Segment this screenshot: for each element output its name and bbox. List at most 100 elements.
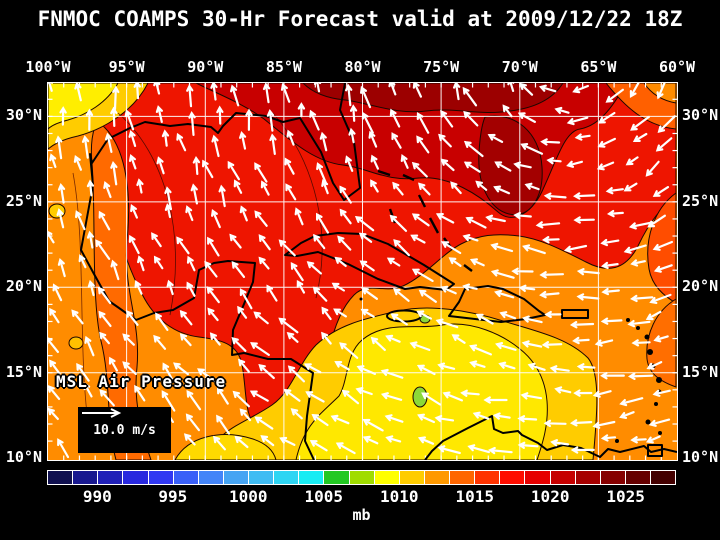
colorbar-cell <box>123 471 148 484</box>
wind-vector <box>231 336 247 352</box>
wind-vector <box>573 216 595 224</box>
colorbar-cell <box>550 471 575 484</box>
wind-vector <box>619 397 644 407</box>
colorbar-cell <box>525 471 550 484</box>
colorbar-cell <box>274 471 299 484</box>
wind-vector <box>600 372 625 380</box>
wind-vector <box>151 232 162 248</box>
colorbar-tick-labels: 990 995 1000 1005 1010 1015 1020 1025 <box>47 487 676 506</box>
wind-vector <box>600 317 623 325</box>
wind-vector <box>416 111 430 134</box>
wind-vector <box>380 392 403 401</box>
wind-vector <box>360 85 372 109</box>
wind-vectors <box>48 83 676 459</box>
wind-vector <box>186 255 196 272</box>
wind-vector <box>539 290 560 299</box>
colorbar-cell <box>198 471 223 484</box>
wind-vector <box>517 112 536 123</box>
wind-vector <box>133 83 141 100</box>
wind-vector <box>645 310 662 321</box>
wind-vector <box>649 293 672 304</box>
wind-vector <box>440 158 455 172</box>
wind-vector <box>463 140 484 158</box>
wind-vector <box>337 235 352 251</box>
colorbar-cell <box>475 471 500 484</box>
wind-vector <box>416 364 436 376</box>
wind-vector <box>122 333 135 346</box>
wind-vector <box>517 415 538 423</box>
wind-vector <box>520 392 543 400</box>
wind-vector <box>600 434 617 442</box>
wind-vector <box>283 388 301 402</box>
wind-vector <box>652 389 671 397</box>
wind-vector <box>192 156 201 175</box>
wind-vector <box>213 435 226 451</box>
wind-vector <box>294 207 304 226</box>
wind-vector <box>186 389 202 411</box>
wind-vector <box>652 240 673 251</box>
wind-vector <box>487 133 504 143</box>
wind-vector <box>110 160 118 186</box>
wind-vector <box>128 129 137 147</box>
wind-vector <box>592 420 616 429</box>
wind-vector <box>566 160 583 168</box>
wind-vector <box>645 435 661 444</box>
wind-vector <box>389 108 401 128</box>
wind-vector <box>179 333 192 347</box>
wind-vector <box>211 134 220 158</box>
lon-tick-label: 65°W <box>580 58 617 76</box>
colorbar-cell <box>73 471 98 484</box>
wind-vector <box>333 308 347 318</box>
lon-tick-label: 85°W <box>265 58 302 76</box>
wind-vector <box>319 131 328 152</box>
wind-vector <box>239 408 252 422</box>
wind-vector <box>179 309 193 326</box>
colorbar-cell <box>173 471 198 484</box>
wind-vector <box>441 241 462 255</box>
wind-vector <box>239 131 247 150</box>
wind-vector <box>266 284 278 302</box>
wind-vector <box>460 389 480 397</box>
wind-vector <box>550 439 570 447</box>
wind-vector <box>197 368 218 384</box>
wind-vector <box>605 88 624 103</box>
wind-vector <box>358 232 373 243</box>
wind-vector <box>490 242 514 253</box>
wind-vector <box>507 83 515 92</box>
wind-vector <box>539 271 564 279</box>
wind-vector <box>549 365 570 373</box>
lon-tick-label: 90°W <box>187 58 224 76</box>
wind-vector <box>49 153 57 168</box>
wind-vector <box>188 110 196 136</box>
wind-vector <box>321 306 332 321</box>
colorbar-cell <box>374 471 399 484</box>
wind-vector <box>628 221 654 230</box>
wind-vector <box>541 236 560 244</box>
wind-vector <box>498 361 516 370</box>
wind-vector <box>389 214 408 232</box>
wind-vector <box>475 313 494 325</box>
wind-vector <box>368 130 378 148</box>
longitude-axis: 100°W 95°W 90°W 85°W 80°W 75°W 70°W 65°W 60°W <box>25 58 695 76</box>
wind-vector <box>652 186 670 197</box>
wind-vector <box>448 257 462 267</box>
lat-tick-label: 30°N <box>5 106 42 124</box>
wind-vector <box>522 315 543 324</box>
lat-tick-label: 20°N <box>5 277 42 295</box>
wind-vector <box>598 111 616 124</box>
pressure-field-plot <box>48 83 677 460</box>
wind-vector <box>239 205 248 222</box>
wind-vector <box>543 192 567 200</box>
colorbar-tick-label: 995 <box>158 487 188 506</box>
wind-vector <box>521 340 543 348</box>
wind-vector <box>108 356 118 372</box>
wind-vector <box>522 244 546 255</box>
wind-vector <box>566 116 589 126</box>
wind-vector <box>513 161 532 169</box>
wind-vector <box>334 361 350 371</box>
wind-vector <box>511 267 534 275</box>
wind-vector <box>86 230 95 249</box>
wind-vector <box>647 214 666 228</box>
wind-vector <box>99 331 110 345</box>
wind-vector <box>330 414 350 425</box>
